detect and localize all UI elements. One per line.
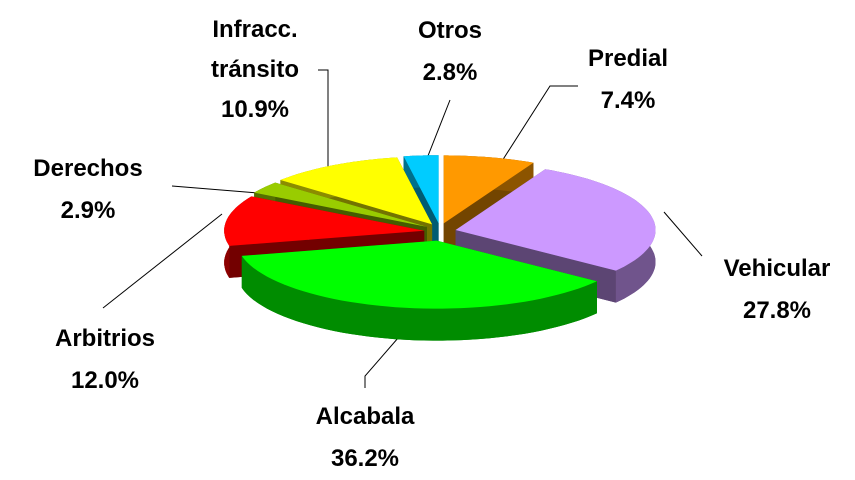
slice-top (241, 240, 598, 309)
leader-line (423, 99, 451, 167)
slice-top (455, 169, 656, 271)
leader-line (318, 69, 329, 172)
leader-line (663, 211, 703, 257)
slice-top (254, 182, 427, 227)
label: Alcabala 36.2% (275, 396, 455, 480)
category-label: Vehicular (723, 255, 831, 282)
leader-line (494, 85, 578, 173)
value-label: 2.8% (422, 59, 478, 86)
slice-top (443, 155, 534, 224)
slice-top (403, 155, 439, 224)
value-label: 7.4% (600, 87, 656, 114)
value-label: 2.9% (60, 197, 116, 224)
category-label: Arbitrios (54, 325, 155, 352)
leader-line (102, 213, 223, 309)
value-label: 12.0% (70, 367, 140, 394)
category-label: Otros (417, 17, 482, 44)
category-label: Infracc. tránsito (210, 16, 299, 83)
slices (224, 155, 656, 341)
slice-rim (241, 255, 598, 341)
value-label: 10.9% (220, 96, 290, 123)
slice (241, 240, 598, 341)
category-label: Alcabala (315, 403, 415, 430)
leader-line (171, 185, 259, 194)
label: Otros 2.8% (360, 10, 540, 94)
label: Infracc. tránsito 10.9% (190, 10, 320, 130)
label: Arbitrios 12.0% (15, 318, 195, 402)
label: Predial 7.4% (538, 38, 718, 122)
slice-top (280, 157, 433, 225)
leader-line (364, 329, 406, 388)
label: Derechos 2.9% (0, 148, 178, 232)
category-label: Predial (587, 45, 669, 72)
category-label: Derechos (33, 155, 143, 182)
label: Vehicular 27.8% (687, 248, 855, 332)
slice-top (224, 196, 425, 246)
value-label: 27.8% (742, 297, 812, 324)
leader-lines (102, 69, 703, 388)
value-label: 36.2% (330, 445, 400, 472)
